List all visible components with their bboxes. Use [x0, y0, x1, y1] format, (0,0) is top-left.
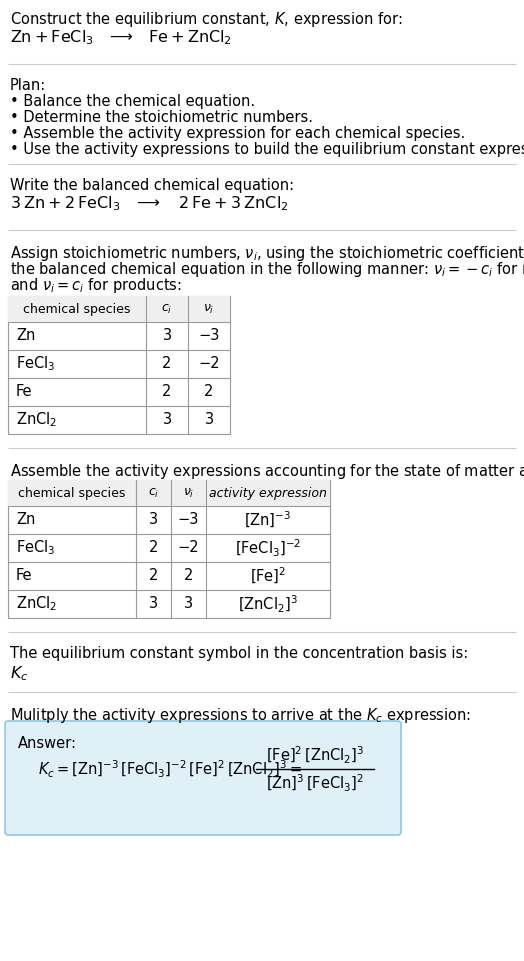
Text: Mulitply the activity expressions to arrive at the $K_c$ expression:: Mulitply the activity expressions to arr…: [10, 706, 471, 725]
Text: chemical species: chemical species: [23, 303, 130, 315]
Text: The equilibrium constant symbol in the concentration basis is:: The equilibrium constant symbol in the c…: [10, 646, 468, 661]
Text: Fe: Fe: [16, 569, 32, 583]
Text: −2: −2: [178, 540, 199, 555]
Text: • Determine the stoichiometric numbers.: • Determine the stoichiometric numbers.: [10, 110, 313, 125]
Text: FeCl$_3$: FeCl$_3$: [16, 539, 56, 557]
Text: 3: 3: [162, 329, 171, 343]
Text: Assemble the activity expressions accounting for the state of matter and $\nu_i$: Assemble the activity expressions accoun…: [10, 462, 524, 481]
Text: the balanced chemical equation in the following manner: $\nu_i = -c_i$ for react: the balanced chemical equation in the fo…: [10, 260, 524, 279]
Text: chemical species: chemical species: [18, 486, 126, 500]
Text: 3: 3: [149, 597, 158, 611]
Text: 2: 2: [149, 540, 158, 555]
Text: ZnCl$_2$: ZnCl$_2$: [16, 410, 57, 430]
Text: −3: −3: [178, 512, 199, 528]
Text: Plan:: Plan:: [10, 78, 46, 93]
Text: −3: −3: [198, 329, 220, 343]
Text: Zn: Zn: [16, 329, 36, 343]
Text: 3: 3: [184, 597, 193, 611]
Text: $[\mathrm{Fe}]^{2}\,[\mathrm{ZnCl_2}]^{3}$: $[\mathrm{Fe}]^{2}\,[\mathrm{ZnCl_2}]^{3…: [266, 745, 364, 766]
Text: $K_c = [\mathrm{Zn}]^{-3}\,[\mathrm{FeCl_3}]^{-2}\,[\mathrm{Fe}]^{2}\,[\mathrm{Z: $K_c = [\mathrm{Zn}]^{-3}\,[\mathrm{FeCl…: [38, 758, 302, 779]
Text: 3: 3: [149, 512, 158, 528]
Text: [Zn]$^{-3}$: [Zn]$^{-3}$: [245, 510, 291, 530]
Bar: [8, 480, 330, 618]
Text: and $\nu_i = c_i$ for products:: and $\nu_i = c_i$ for products:: [10, 276, 182, 295]
Bar: [8, 296, 230, 434]
Text: Assign stoichiometric numbers, $\nu_i$, using the stoichiometric coefficients, $: Assign stoichiometric numbers, $\nu_i$, …: [10, 244, 524, 263]
Text: 2: 2: [162, 357, 172, 372]
Text: Construct the equilibrium constant, $K$, expression for:: Construct the equilibrium constant, $K$,…: [10, 10, 402, 29]
Text: $c_i$: $c_i$: [161, 303, 172, 315]
Text: Zn + FeCl$_3$ ⟶ Fe + ZnCl$_2$: Zn + FeCl$_3$ ⟶ Fe + ZnCl$_2$: [10, 28, 232, 47]
Text: $K_c$: $K_c$: [10, 664, 28, 682]
Text: [Fe]$^{2}$: [Fe]$^{2}$: [250, 566, 286, 586]
Text: $c_i$: $c_i$: [148, 486, 159, 500]
Text: Answer:: Answer:: [18, 736, 77, 751]
Text: 3: 3: [204, 412, 214, 428]
Text: 2: 2: [162, 384, 172, 400]
Text: • Balance the chemical equation.: • Balance the chemical equation.: [10, 94, 255, 109]
Text: [ZnCl$_2$]$^{3}$: [ZnCl$_2$]$^{3}$: [238, 594, 298, 614]
Text: • Assemble the activity expression for each chemical species.: • Assemble the activity expression for e…: [10, 126, 465, 141]
Bar: [8, 296, 230, 322]
FancyBboxPatch shape: [5, 721, 401, 835]
Text: FeCl$_3$: FeCl$_3$: [16, 355, 56, 374]
Text: 2: 2: [204, 384, 214, 400]
Text: • Use the activity expressions to build the equilibrium constant expression.: • Use the activity expressions to build …: [10, 142, 524, 157]
Text: [FeCl$_3$]$^{-2}$: [FeCl$_3$]$^{-2}$: [235, 537, 301, 558]
Text: ZnCl$_2$: ZnCl$_2$: [16, 595, 57, 613]
Text: Write the balanced chemical equation:: Write the balanced chemical equation:: [10, 178, 294, 193]
Text: $\nu_i$: $\nu_i$: [203, 303, 215, 315]
Text: 2: 2: [149, 569, 158, 583]
Text: activity expression: activity expression: [209, 486, 327, 500]
Text: Fe: Fe: [16, 384, 32, 400]
Text: 3: 3: [162, 412, 171, 428]
Text: Zn: Zn: [16, 512, 36, 528]
Text: $[\mathrm{Zn}]^{3}\,[\mathrm{FeCl_3}]^{2}$: $[\mathrm{Zn}]^{3}\,[\mathrm{FeCl_3}]^{2…: [266, 773, 364, 794]
Text: 2: 2: [184, 569, 193, 583]
Text: $\nu_i$: $\nu_i$: [183, 486, 194, 500]
Text: −2: −2: [198, 357, 220, 372]
Bar: [8, 480, 330, 506]
Text: 3 Zn + 2 FeCl$_3$ ⟶  2 Fe + 3 ZnCl$_2$: 3 Zn + 2 FeCl$_3$ ⟶ 2 Fe + 3 ZnCl$_2$: [10, 194, 289, 212]
